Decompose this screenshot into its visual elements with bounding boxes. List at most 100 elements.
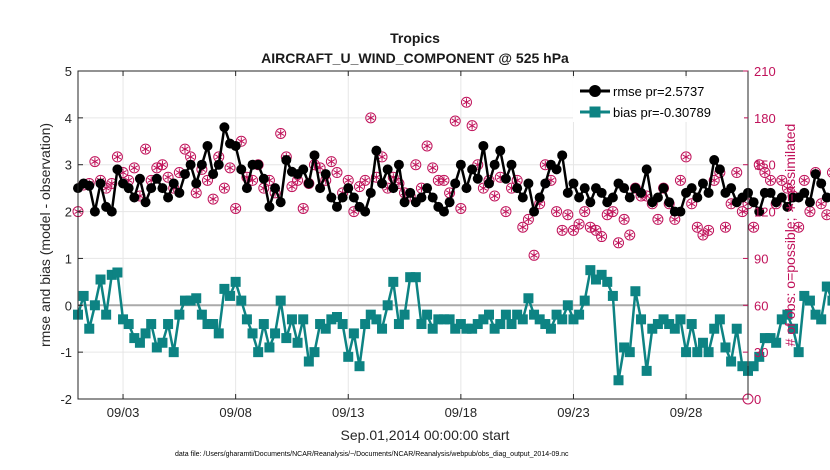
obs-assimilated-marker	[226, 163, 234, 172]
y-axis-ticks: -2 -1 0 1 2 3 4 5	[60, 64, 83, 407]
data-point	[253, 347, 264, 358]
data-point	[315, 183, 326, 194]
data-point	[709, 323, 720, 334]
data-point	[636, 187, 647, 198]
obs-assimilated-marker	[676, 176, 685, 185]
data-point	[455, 159, 466, 170]
data-point	[219, 283, 230, 294]
obs-assimilated-marker	[524, 215, 533, 224]
data-point	[371, 145, 382, 156]
legend-rmse-marker	[589, 85, 601, 97]
obs-assimilated-marker	[671, 215, 679, 224]
data-point	[607, 290, 618, 301]
data-point	[393, 159, 404, 170]
data-point	[433, 314, 444, 325]
plot-frame	[77, 70, 749, 400]
obs-possible-marker	[128, 162, 140, 174]
chart-title: Tropics	[390, 30, 440, 46]
obs-possible-marker	[421, 140, 433, 152]
legend-bias-marker	[589, 106, 601, 118]
data-point	[512, 183, 523, 194]
data-point	[551, 309, 562, 320]
data-point	[489, 159, 500, 170]
data-point	[523, 178, 534, 189]
obs-possible-marker	[151, 162, 163, 174]
data-point	[641, 365, 652, 376]
data-point	[484, 178, 495, 189]
obs-assimilated-marker	[738, 207, 747, 216]
data-point	[95, 178, 106, 189]
data-point	[365, 187, 376, 198]
data-point	[382, 300, 393, 311]
data-point	[196, 309, 207, 320]
y2-tick-label: 30	[754, 345, 768, 360]
obs-assimilated-marker	[693, 223, 702, 232]
data-point	[365, 309, 376, 320]
obs-possible-marker	[89, 156, 101, 168]
data-point	[816, 314, 827, 325]
data-point	[191, 293, 202, 304]
obs-assimilated-marker	[806, 207, 814, 216]
data-point	[759, 333, 770, 344]
obs-possible-marker	[551, 206, 563, 218]
obs-possible-marker	[798, 174, 810, 186]
obs-possible-marker	[691, 221, 703, 233]
data-point	[495, 319, 506, 330]
data-point	[568, 178, 579, 189]
data-point	[270, 328, 281, 339]
data-point	[703, 187, 714, 198]
data-point	[399, 197, 410, 208]
data-point	[168, 178, 179, 189]
obs-possible-marker	[652, 213, 664, 225]
obs-assimilated-marker	[783, 184, 792, 193]
obs-possible-marker	[331, 167, 343, 179]
obs-possible-marker	[528, 249, 540, 261]
obs-assimilated-marker	[108, 179, 116, 188]
obs-assimilated-marker	[699, 231, 707, 239]
data-point	[444, 314, 455, 325]
obs-assimilated-marker	[609, 207, 617, 216]
chart-subtitle: AIRCRAFT_U_WIND_COMPONENT @ 525 hPa	[261, 50, 569, 66]
data-point	[78, 290, 89, 301]
data-point	[731, 323, 742, 334]
obs-assimilated-marker	[581, 207, 589, 216]
data-point	[185, 295, 196, 306]
data-point	[681, 347, 692, 358]
y2-tick-label: 180	[754, 111, 776, 126]
obs-possible-marker	[765, 174, 777, 186]
obs-possible-marker	[460, 96, 472, 108]
data-point	[275, 295, 286, 306]
obs-assimilated-marker	[749, 223, 758, 232]
obs-possible-marker	[275, 127, 287, 139]
data-point	[281, 333, 292, 344]
obs-possible-marker	[201, 174, 213, 186]
data-point	[669, 323, 680, 334]
obs-assimilated-marker	[654, 215, 662, 224]
data-point	[810, 169, 821, 180]
data-point	[89, 206, 100, 217]
data-point	[557, 314, 568, 325]
data-point	[782, 309, 793, 320]
data-point	[388, 183, 399, 194]
obs-assimilated-marker	[626, 231, 634, 239]
obs-possible-marker	[793, 221, 805, 233]
data-point	[788, 323, 799, 334]
y2-axis-label: # of obs: o=possible; ∗=assimilated	[782, 124, 798, 347]
obs-possible-marker	[590, 224, 602, 236]
data-point	[506, 319, 517, 330]
data-point	[748, 361, 759, 372]
data-point	[106, 206, 117, 217]
obs-possible-marker	[179, 143, 191, 155]
data-point	[168, 347, 179, 358]
obs-possible-marker	[815, 198, 827, 210]
data-point	[652, 319, 663, 330]
data-point	[455, 319, 466, 330]
obs-assimilated-marker	[158, 160, 167, 169]
obs-possible-marker	[359, 174, 371, 186]
obs-possible-marker	[826, 167, 830, 178]
data-point	[101, 309, 112, 320]
obs-possible-marker	[674, 174, 686, 186]
plot-background	[78, 71, 748, 399]
obs-assimilated-marker	[192, 188, 200, 197]
